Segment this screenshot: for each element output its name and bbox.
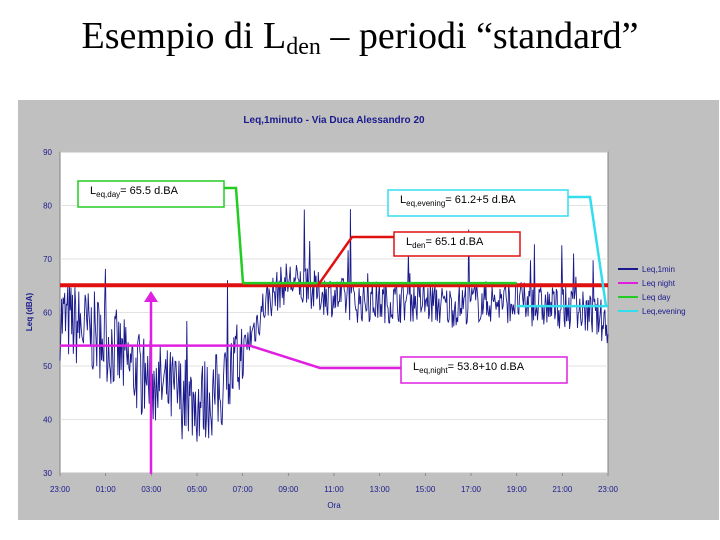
legend-label: Leq,1min bbox=[642, 265, 675, 274]
annotation-night-text: Leq,night= 53.8+10 d.BA bbox=[413, 361, 525, 375]
annotation-evening-box bbox=[387, 189, 569, 217]
annotation-lden-leader bbox=[316, 235, 394, 286]
y-tick-label: 30 bbox=[43, 469, 52, 478]
slide-title: Esempio di Lden – periodi “standard” bbox=[0, 14, 720, 61]
slide-title-main: Esempio di L bbox=[81, 15, 287, 57]
annotation-lden-text: Lden= 65.1 d.BA bbox=[406, 236, 484, 250]
x-tick-label: 11:00 bbox=[324, 485, 344, 494]
y-tick-label: 90 bbox=[43, 148, 52, 157]
x-tick-label: 13:00 bbox=[370, 485, 391, 494]
legend-label: Leq day bbox=[642, 293, 670, 302]
annotation-lden-box bbox=[393, 231, 521, 257]
slide-title-sub: den bbox=[286, 34, 321, 60]
y-axis-label: Leq (dBA) bbox=[25, 293, 34, 332]
y-tick-label: 80 bbox=[43, 202, 52, 211]
annotation-day-text: Leq,day= 65.5 d.BA bbox=[90, 185, 179, 199]
x-tick-label: 17:00 bbox=[461, 485, 482, 494]
annotation-day-box bbox=[77, 180, 225, 208]
x-tick-label: 19:00 bbox=[507, 485, 528, 494]
x-tick-label: 05:00 bbox=[187, 485, 208, 494]
annotation-day-leader bbox=[224, 186, 245, 284]
legend-label: Leq night bbox=[642, 279, 676, 288]
x-tick-label: 15:00 bbox=[415, 485, 436, 494]
x-tick-label: 21:00 bbox=[552, 485, 573, 494]
x-tick-label: 23:00 bbox=[50, 485, 71, 494]
x-axis-label: Ora bbox=[327, 501, 341, 510]
x-tick-label: 03:00 bbox=[141, 485, 162, 494]
x-tick-label: 07:00 bbox=[233, 485, 254, 494]
annotation-night-box bbox=[400, 356, 568, 384]
annotation-evening-leader bbox=[568, 195, 608, 307]
y-tick-label: 50 bbox=[43, 362, 52, 371]
x-tick-label: 23:00 bbox=[598, 485, 619, 494]
chart-title: Leq,1minuto - Via Duca Alessandro 20 bbox=[243, 115, 425, 126]
legend-label: Leq,evening bbox=[642, 307, 686, 316]
x-tick-label: 09:00 bbox=[278, 485, 299, 494]
y-tick-label: 70 bbox=[43, 255, 52, 264]
y-tick-label: 40 bbox=[43, 416, 52, 425]
annotation-night-leader bbox=[242, 344, 401, 370]
night-arrow-head bbox=[144, 291, 158, 302]
annotation-evening-text: Leq,evening= 61.2+5 d.BA bbox=[400, 194, 516, 208]
slide-title-rest: – periodi “standard” bbox=[320, 15, 639, 57]
y-tick-label: 60 bbox=[43, 309, 52, 318]
x-tick-label: 01:00 bbox=[96, 485, 117, 494]
